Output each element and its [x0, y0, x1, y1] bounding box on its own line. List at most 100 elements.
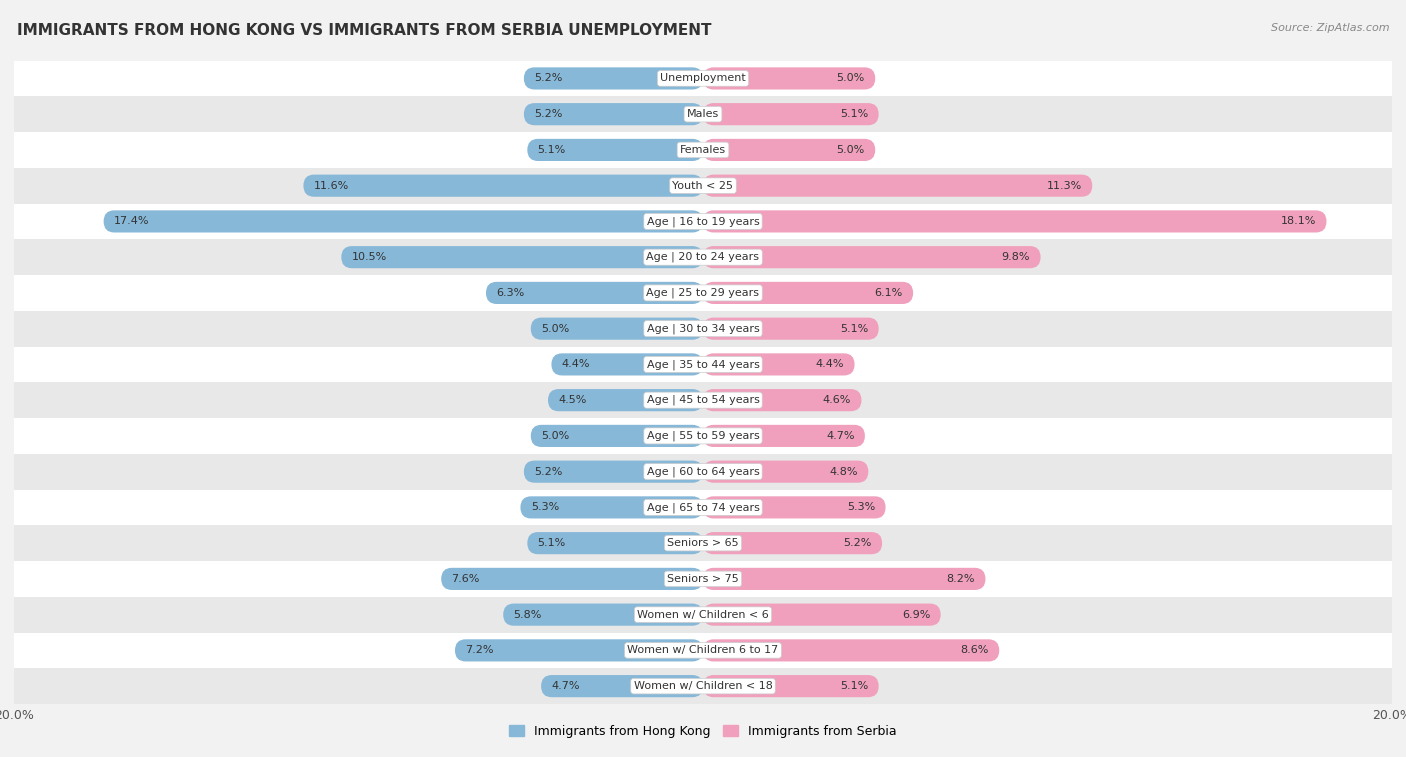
FancyBboxPatch shape — [441, 568, 703, 590]
FancyBboxPatch shape — [703, 425, 865, 447]
Bar — [14, 633, 1392, 668]
FancyBboxPatch shape — [703, 246, 1040, 268]
FancyBboxPatch shape — [456, 640, 703, 662]
Text: IMMIGRANTS FROM HONG KONG VS IMMIGRANTS FROM SERBIA UNEMPLOYMENT: IMMIGRANTS FROM HONG KONG VS IMMIGRANTS … — [17, 23, 711, 38]
FancyBboxPatch shape — [703, 318, 879, 340]
FancyBboxPatch shape — [703, 603, 941, 626]
Text: Age | 60 to 64 years: Age | 60 to 64 years — [647, 466, 759, 477]
FancyBboxPatch shape — [104, 210, 703, 232]
Text: 6.1%: 6.1% — [875, 288, 903, 298]
Text: 4.5%: 4.5% — [558, 395, 586, 405]
FancyBboxPatch shape — [486, 282, 703, 304]
Text: 5.1%: 5.1% — [537, 538, 565, 548]
Bar — [14, 61, 1392, 96]
Text: 6.9%: 6.9% — [903, 609, 931, 620]
Text: 5.1%: 5.1% — [841, 681, 869, 691]
FancyBboxPatch shape — [342, 246, 703, 268]
Text: 5.0%: 5.0% — [837, 145, 865, 155]
Bar — [14, 204, 1392, 239]
Text: 11.3%: 11.3% — [1046, 181, 1083, 191]
FancyBboxPatch shape — [703, 568, 986, 590]
Text: 9.8%: 9.8% — [1001, 252, 1031, 262]
Text: 10.5%: 10.5% — [352, 252, 387, 262]
Text: 5.3%: 5.3% — [846, 503, 875, 512]
Text: 5.2%: 5.2% — [534, 466, 562, 477]
Text: Age | 35 to 44 years: Age | 35 to 44 years — [647, 359, 759, 369]
Text: 8.6%: 8.6% — [960, 646, 988, 656]
Bar — [14, 347, 1392, 382]
FancyBboxPatch shape — [703, 640, 1000, 662]
Text: 8.2%: 8.2% — [946, 574, 976, 584]
Text: 4.8%: 4.8% — [830, 466, 858, 477]
Text: Males: Males — [688, 109, 718, 119]
Text: Unemployment: Unemployment — [661, 73, 745, 83]
Bar — [14, 597, 1392, 633]
FancyBboxPatch shape — [524, 460, 703, 483]
Text: 5.3%: 5.3% — [531, 503, 560, 512]
FancyBboxPatch shape — [524, 103, 703, 125]
Text: Age | 30 to 34 years: Age | 30 to 34 years — [647, 323, 759, 334]
Text: 4.6%: 4.6% — [823, 395, 851, 405]
Bar — [14, 168, 1392, 204]
Bar — [14, 275, 1392, 311]
Text: 4.4%: 4.4% — [562, 360, 591, 369]
Text: Seniors > 75: Seniors > 75 — [666, 574, 740, 584]
FancyBboxPatch shape — [527, 532, 703, 554]
Text: Youth < 25: Youth < 25 — [672, 181, 734, 191]
Text: Women w/ Children 6 to 17: Women w/ Children 6 to 17 — [627, 646, 779, 656]
Bar — [14, 453, 1392, 490]
FancyBboxPatch shape — [703, 282, 912, 304]
FancyBboxPatch shape — [531, 425, 703, 447]
FancyBboxPatch shape — [703, 532, 882, 554]
Bar — [14, 418, 1392, 453]
Text: Age | 25 to 29 years: Age | 25 to 29 years — [647, 288, 759, 298]
FancyBboxPatch shape — [548, 389, 703, 411]
Bar — [14, 239, 1392, 275]
Text: 6.3%: 6.3% — [496, 288, 524, 298]
Text: 11.6%: 11.6% — [314, 181, 349, 191]
Bar — [14, 525, 1392, 561]
Text: 5.2%: 5.2% — [534, 73, 562, 83]
Text: 4.7%: 4.7% — [551, 681, 579, 691]
Text: 5.2%: 5.2% — [534, 109, 562, 119]
Bar — [14, 561, 1392, 597]
FancyBboxPatch shape — [503, 603, 703, 626]
Text: 5.1%: 5.1% — [841, 324, 869, 334]
FancyBboxPatch shape — [541, 675, 703, 697]
Bar — [14, 311, 1392, 347]
Bar — [14, 132, 1392, 168]
Bar — [14, 490, 1392, 525]
Legend: Immigrants from Hong Kong, Immigrants from Serbia: Immigrants from Hong Kong, Immigrants fr… — [505, 720, 901, 743]
FancyBboxPatch shape — [703, 175, 1092, 197]
FancyBboxPatch shape — [524, 67, 703, 89]
Text: 7.2%: 7.2% — [465, 646, 494, 656]
Text: Age | 20 to 24 years: Age | 20 to 24 years — [647, 252, 759, 263]
FancyBboxPatch shape — [551, 354, 703, 375]
Text: Age | 45 to 54 years: Age | 45 to 54 years — [647, 395, 759, 406]
Text: 5.1%: 5.1% — [537, 145, 565, 155]
FancyBboxPatch shape — [527, 139, 703, 161]
Bar — [14, 668, 1392, 704]
Text: Age | 16 to 19 years: Age | 16 to 19 years — [647, 217, 759, 226]
Text: Women w/ Children < 6: Women w/ Children < 6 — [637, 609, 769, 620]
Text: 5.0%: 5.0% — [541, 431, 569, 441]
FancyBboxPatch shape — [703, 389, 862, 411]
FancyBboxPatch shape — [703, 460, 869, 483]
FancyBboxPatch shape — [531, 318, 703, 340]
Text: Source: ZipAtlas.com: Source: ZipAtlas.com — [1271, 23, 1389, 33]
Text: 4.4%: 4.4% — [815, 360, 844, 369]
FancyBboxPatch shape — [304, 175, 703, 197]
Text: 5.0%: 5.0% — [837, 73, 865, 83]
FancyBboxPatch shape — [703, 67, 875, 89]
FancyBboxPatch shape — [520, 497, 703, 519]
Text: 7.6%: 7.6% — [451, 574, 479, 584]
FancyBboxPatch shape — [703, 354, 855, 375]
Text: Age | 55 to 59 years: Age | 55 to 59 years — [647, 431, 759, 441]
Bar — [14, 382, 1392, 418]
FancyBboxPatch shape — [703, 210, 1326, 232]
Text: 5.0%: 5.0% — [541, 324, 569, 334]
Text: 5.1%: 5.1% — [841, 109, 869, 119]
Bar — [14, 96, 1392, 132]
Text: 4.7%: 4.7% — [827, 431, 855, 441]
Text: Females: Females — [681, 145, 725, 155]
